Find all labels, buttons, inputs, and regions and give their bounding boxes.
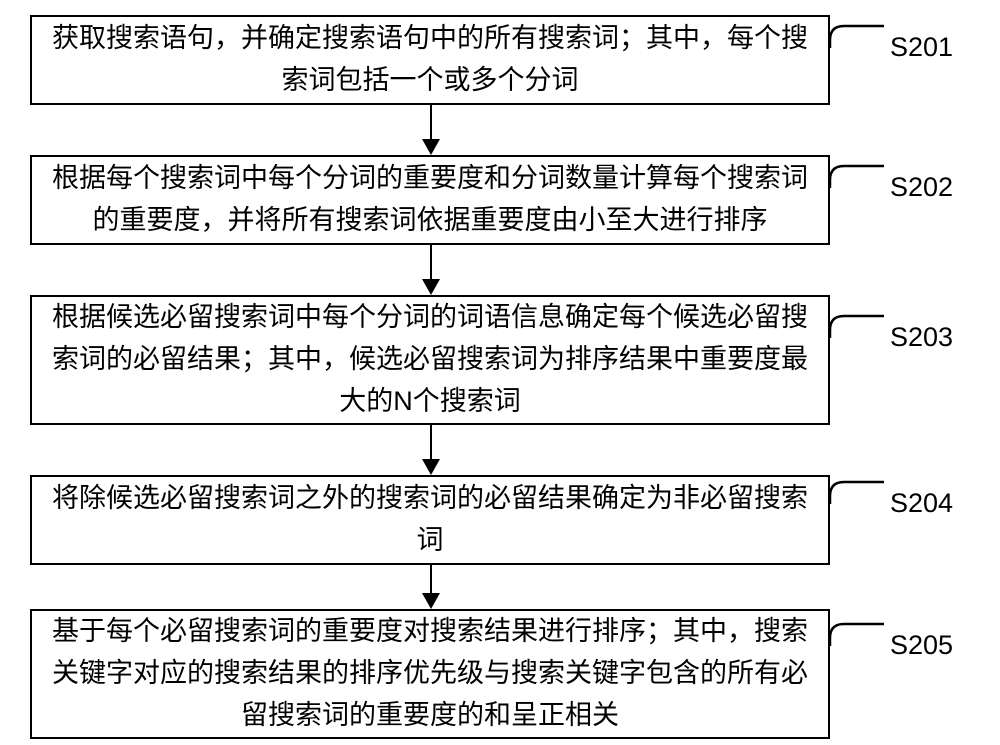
step-box-s204: 将除候选必留搜索词之外的搜索词的必留结果确定为非必留搜索词 (30, 475, 830, 565)
step-box-s201: 获取搜索语句，并确定搜索语句中的所有搜索词；其中，每个搜索词包括一个或多个分词 (30, 15, 830, 105)
step-label-s204: S204 (890, 488, 953, 519)
arrow-line (430, 245, 432, 281)
arrow-line (430, 425, 432, 461)
step-text-s201: 获取搜索语句，并确定搜索语句中的所有搜索词；其中，每个搜索词包括一个或多个分词 (44, 18, 816, 102)
arrow-down-icon (422, 139, 440, 155)
step-text-s202: 根据每个搜索词中每个分词的重要度和分词数量计算每个搜索词的重要度，并将所有搜索词… (44, 158, 816, 242)
arrow-down-icon (422, 459, 440, 475)
arrow-down-icon (422, 279, 440, 295)
step-text-s205: 基于每个必留搜索词的重要度对搜索结果进行排序；其中，搜索关键字对应的搜索结果的排… (44, 611, 816, 737)
arrow-line (430, 565, 432, 595)
flowchart-canvas: { "diagram": { "type": "flowchart", "dir… (0, 0, 1000, 745)
step-label-s203: S203 (890, 322, 953, 353)
step-label-s201: S201 (890, 32, 953, 63)
step-label-s202: S202 (890, 172, 953, 203)
step-label-s205: S205 (890, 630, 953, 661)
arrow-line (430, 105, 432, 141)
step-box-s205: 基于每个必留搜索词的重要度对搜索结果进行排序；其中，搜索关键字对应的搜索结果的排… (30, 609, 830, 739)
arrow-down-icon (422, 593, 440, 609)
step-text-s203: 根据候选必留搜索词中每个分词的词语信息确定每个候选必留搜索词的必留结果；其中，候… (44, 297, 816, 423)
step-box-s203: 根据候选必留搜索词中每个分词的词语信息确定每个候选必留搜索词的必留结果；其中，候… (30, 295, 830, 425)
step-box-s202: 根据每个搜索词中每个分词的重要度和分词数量计算每个搜索词的重要度，并将所有搜索词… (30, 155, 830, 245)
step-text-s204: 将除候选必留搜索词之外的搜索词的必留结果确定为非必留搜索词 (44, 478, 816, 562)
